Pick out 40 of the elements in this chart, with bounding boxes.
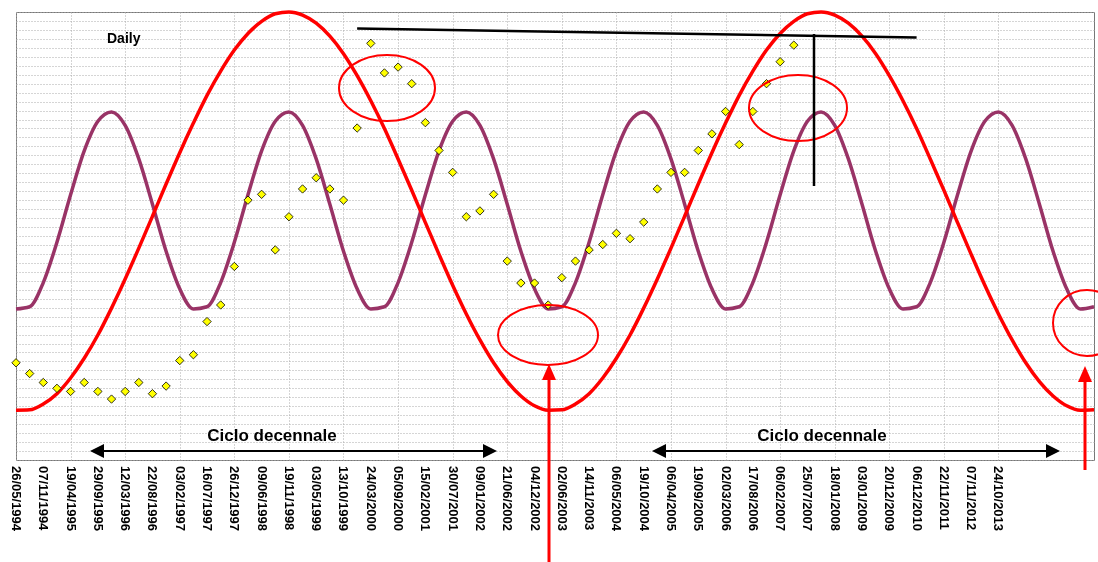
x-tick-label: 06/05/2004 bbox=[609, 466, 625, 532]
x-tick-label: 29/09/1995 bbox=[90, 466, 106, 532]
x-tick-label: 06/02/2007 bbox=[773, 466, 789, 532]
x-tick-label: 26/05/1994 bbox=[9, 466, 24, 532]
x-tick-label: 13/10/1999 bbox=[336, 466, 352, 532]
x-tick-label: 16/07/1997 bbox=[200, 466, 216, 532]
x-tick-label: 02/03/2006 bbox=[718, 466, 734, 532]
x-tick-label: 07/11/2012 bbox=[964, 466, 980, 531]
x-tick-label: 06/12/2010 bbox=[909, 466, 925, 532]
x-tick-label: 18/01/2008 bbox=[827, 466, 843, 532]
x-tick-label: 25/07/2007 bbox=[800, 466, 816, 532]
x-tick-label: 03/05/1999 bbox=[309, 466, 325, 532]
x-tick-label: 05/09/2000 bbox=[391, 466, 407, 532]
x-tick-label: 30/07/2001 bbox=[445, 466, 461, 532]
x-tick-label: 21/06/2002 bbox=[500, 466, 516, 532]
x-tick-label: 20/12/2009 bbox=[882, 466, 898, 532]
x-tick-label: 09/01/2002 bbox=[472, 466, 488, 532]
text: Daily bbox=[107, 30, 141, 47]
x-tick-label: 17/08/2006 bbox=[745, 466, 761, 532]
x-tick-label: 24/03/2000 bbox=[363, 466, 379, 532]
x-tick-label: 07/11/1994 bbox=[36, 466, 52, 532]
x-tick-label: 19/09/2005 bbox=[691, 466, 707, 532]
annotation: Ciclo decennale bbox=[207, 426, 337, 446]
x-tick-label: 19/11/1998 bbox=[281, 466, 297, 531]
x-tick-label: 19/04/1995 bbox=[63, 466, 79, 532]
x-tick-label: 19/10/2004 bbox=[636, 466, 652, 532]
annotation: Ciclo decennale bbox=[757, 426, 887, 446]
x-tick-label: 22/08/1996 bbox=[145, 466, 161, 532]
x-tick-label: 02/06/2003 bbox=[554, 466, 570, 532]
x-tick-label: 12/03/1996 bbox=[118, 466, 134, 532]
x-tick-label: 26/12/1997 bbox=[227, 466, 243, 532]
x-tick-label: 09/06/1998 bbox=[254, 466, 270, 532]
x-tick-label: 06/04/2005 bbox=[663, 466, 679, 532]
x-tick-label: 04/12/2002 bbox=[527, 466, 543, 532]
x-tick-label: 24/10/2013 bbox=[991, 466, 1007, 532]
x-tick-label: 03/01/2009 bbox=[855, 466, 871, 532]
x-tick-label: 22/11/2011 bbox=[936, 466, 952, 530]
x-tick-label: 03/02/1997 bbox=[172, 466, 188, 532]
x-tick-label: 15/02/2001 bbox=[418, 466, 434, 532]
x-tick-label: 14/11/2003 bbox=[582, 466, 598, 531]
